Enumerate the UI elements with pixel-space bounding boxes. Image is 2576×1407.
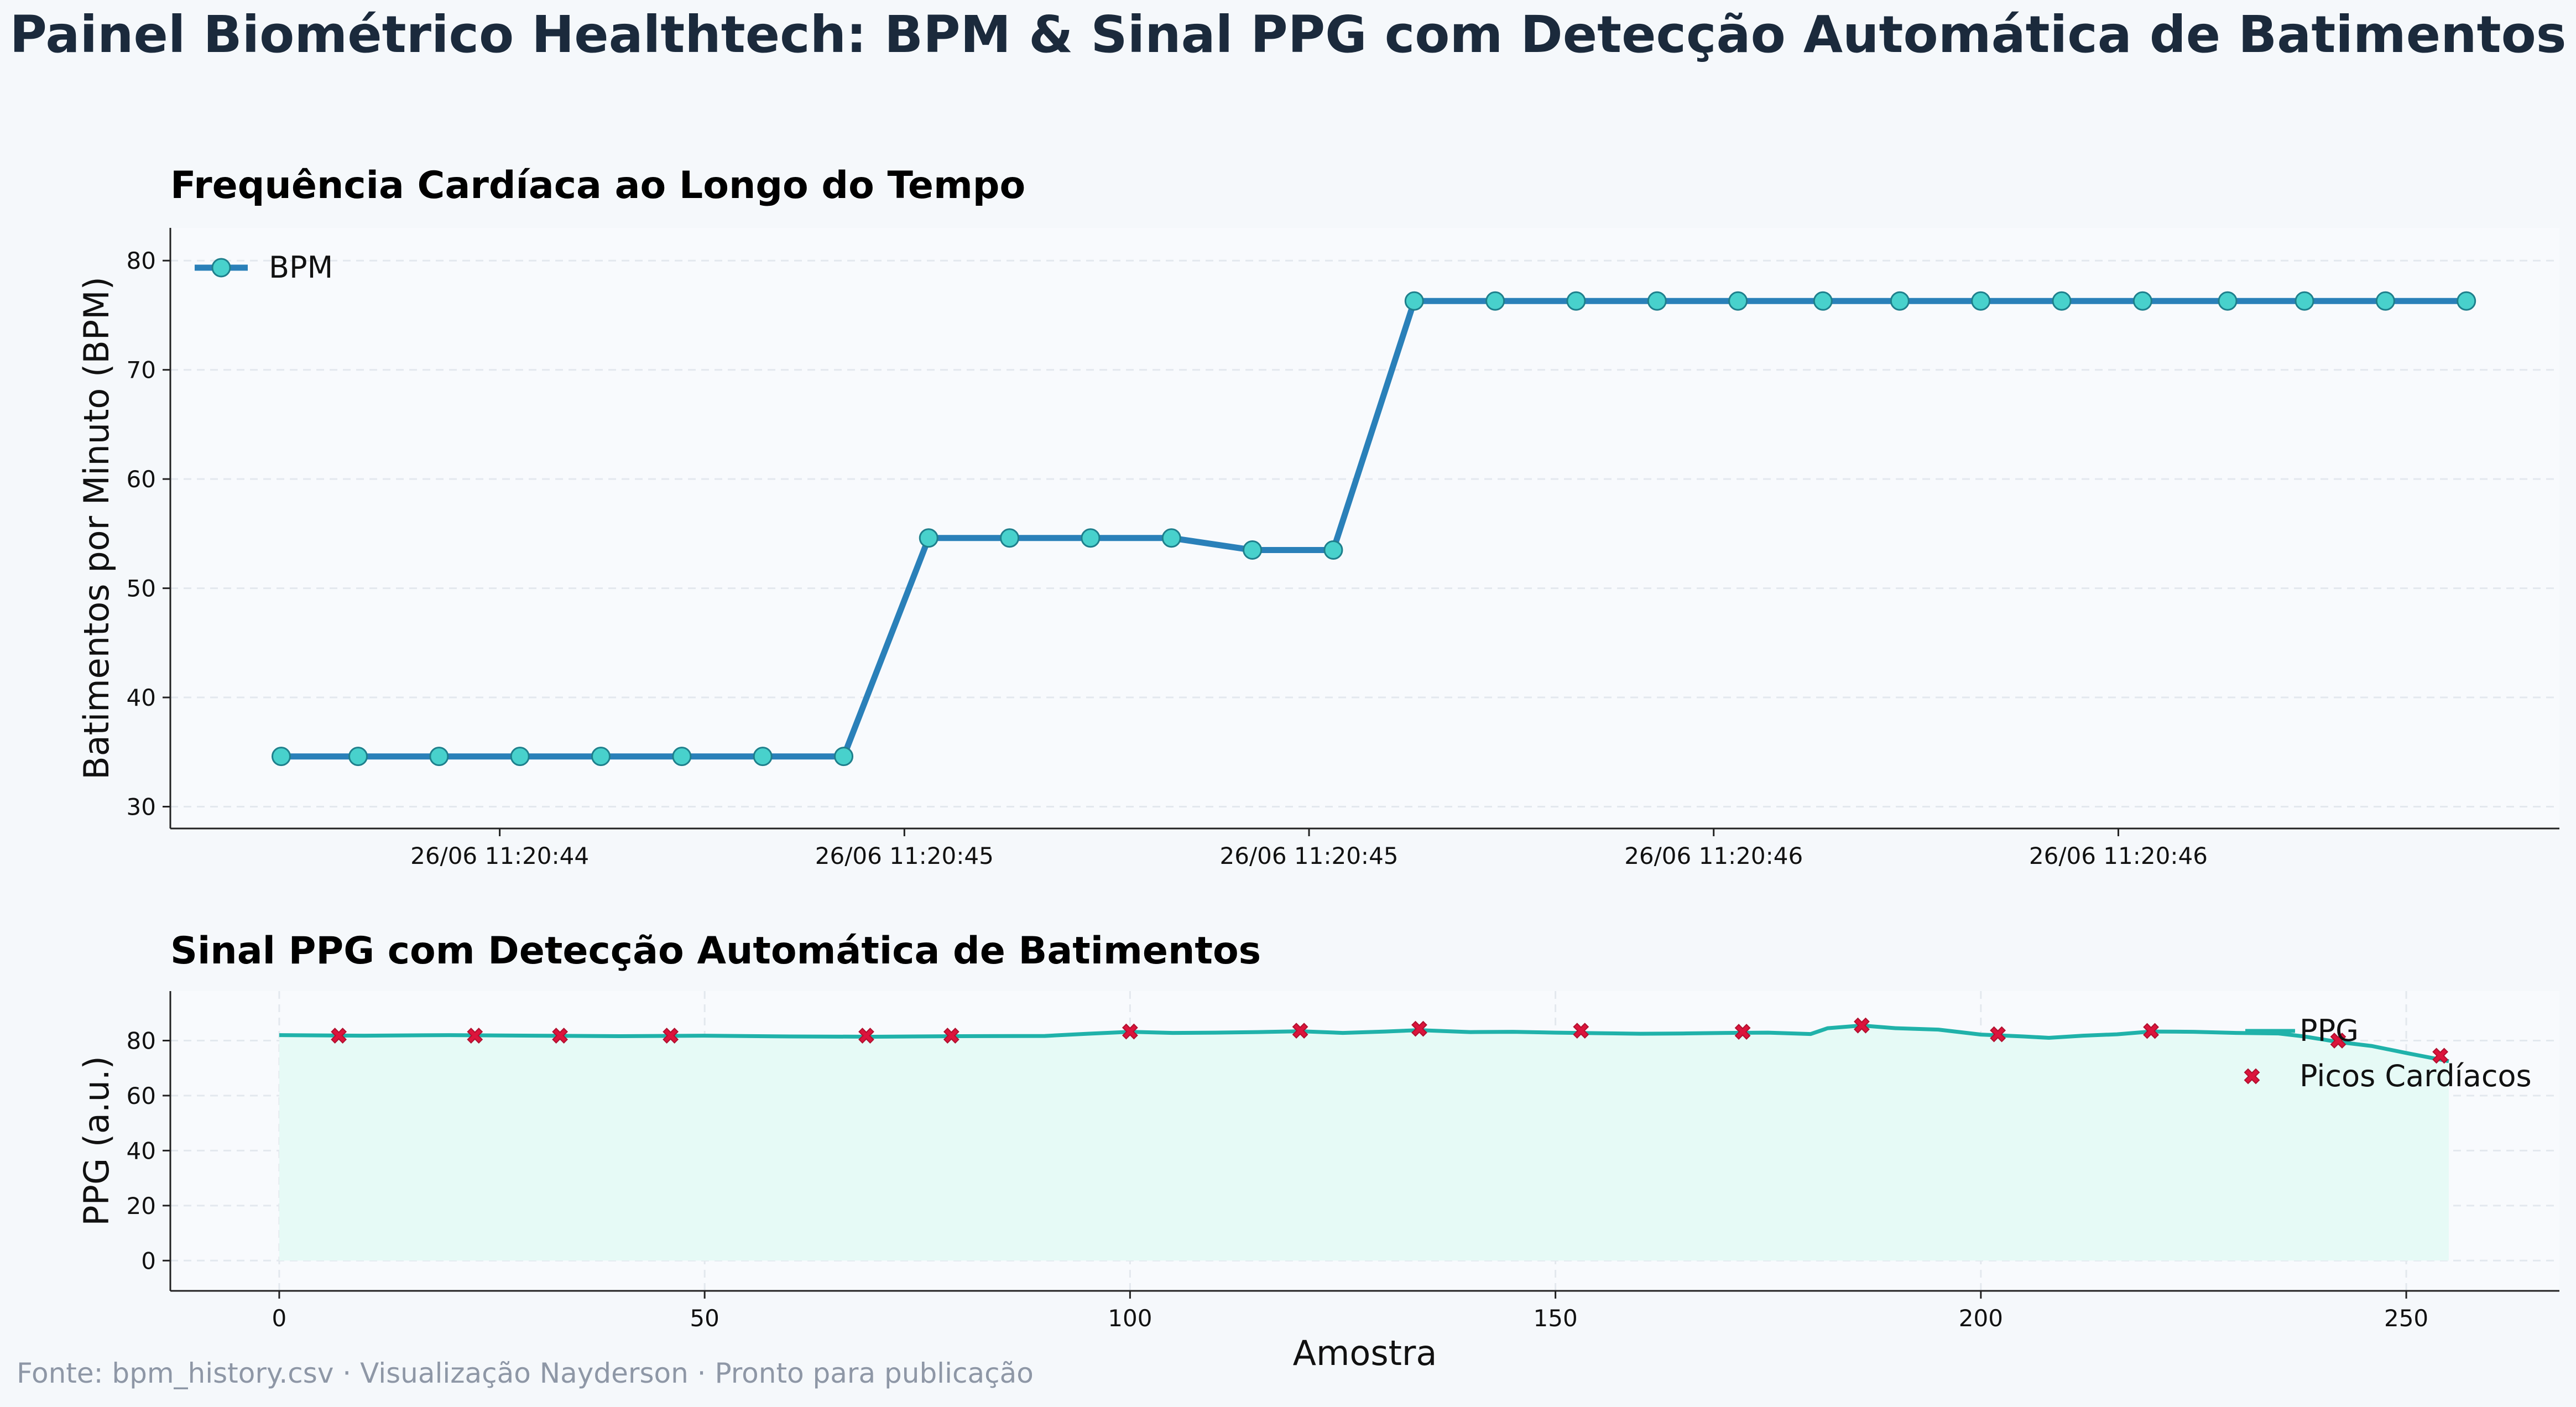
ppg-peak-marker: [2143, 1023, 2159, 1039]
ppg-x-tick-label: 200: [1959, 1305, 2003, 1332]
bpm-point: [1323, 540, 1343, 560]
ppg-peak-marker: [1573, 1023, 1589, 1039]
bpm-point: [348, 747, 368, 767]
bpm-point: [271, 747, 291, 767]
ppg-peak-marker: [1734, 1024, 1751, 1040]
bpm-y-ticks: 30 40 50 60 70 80: [127, 247, 170, 821]
bpm-point: [2052, 291, 2072, 311]
bpm-point: [2295, 291, 2314, 311]
ppg-peak-marker: [552, 1028, 569, 1044]
ppg-y-ticks: 0 20 40 60 80: [127, 1028, 170, 1274]
bpm-y-axis-label: Batimentos por Minuto (BPM): [76, 277, 117, 780]
bpm-x-ticks: 26/06 11:20:44 26/06 11:20:45 26/06 11:20:…: [410, 828, 2208, 869]
bpm-x-tick-label: 26/06 11:20:44: [410, 842, 589, 869]
bpm-y-tick-label: 70: [127, 357, 156, 384]
bpm-point: [510, 747, 530, 767]
bpm-point: [1728, 291, 1748, 311]
bpm-y-tick-label: 80: [127, 247, 156, 274]
bpm-point: [1404, 291, 1424, 311]
ppg-chart-title: Sinal PPG com Detecção Automática de Bat…: [170, 929, 1261, 973]
ppg-x-axis-label: Amostra: [1293, 1333, 1437, 1373]
bpm-point: [1971, 291, 1991, 311]
bpm-point: [2218, 291, 2238, 311]
bpm-point: [919, 528, 938, 548]
bpm-point: [1485, 291, 1505, 311]
bpm-point: [2132, 291, 2152, 311]
bpm-point: [753, 747, 773, 767]
ppg-area-fill: [279, 1025, 2449, 1261]
ppg-chart: 0 20 40 60 80 0 50 100 150 200 250 Sinal PPG com …: [76, 929, 2559, 1373]
bpm-y-tick-label: 60: [127, 466, 156, 493]
peaks-legend-label: Picos Cardíacos: [2299, 1059, 2532, 1093]
bpm-gridlines: [170, 259, 2559, 808]
bpm-axes-background: [170, 228, 2559, 828]
ppg-y-tick-label: 60: [127, 1082, 156, 1109]
bpm-point: [429, 747, 449, 767]
ppg-peak-marker: [1122, 1023, 1138, 1040]
bpm-point: [834, 747, 854, 767]
ppg-peak-marker: [858, 1028, 874, 1044]
ppg-peak-marker: [2432, 1048, 2449, 1064]
ppg-peak-marker: [1854, 1017, 1870, 1034]
ppg-y-tick-label: 20: [127, 1192, 156, 1220]
bpm-series: [271, 291, 2476, 767]
bpm-point: [1647, 291, 1667, 311]
bpm-line: [281, 298, 2467, 760]
ppg-peak-marker: [467, 1028, 483, 1044]
bpm-point: [1081, 528, 1101, 548]
footer-source: Fonte: bpm_history.csv · Visualização Na…: [17, 1357, 1034, 1389]
ppg-legend: PPG Picos Cardíacos: [2244, 1013, 2532, 1093]
bpm-point: [1243, 540, 1263, 560]
ppg-peak-marker: [1292, 1023, 1308, 1039]
bpm-x-tick-label: 26/06 11:20:45: [815, 842, 994, 869]
ppg-peak-marker: [943, 1028, 960, 1044]
bpm-legend-marker: [211, 258, 231, 278]
peaks-legend-marker: [2244, 1068, 2260, 1085]
ppg-y-tick-label: 0: [141, 1247, 156, 1274]
ppg-x-tick-label: 150: [1534, 1305, 1578, 1332]
ppg-peak-marker: [331, 1028, 347, 1044]
bpm-point: [672, 747, 692, 767]
ppg-y-axis-label: PPG (a.u.): [76, 1056, 117, 1226]
bpm-x-tick-label: 26/06 11:20:46: [2029, 842, 2208, 869]
ppg-x-tick-label: 50: [690, 1305, 719, 1332]
bpm-y-tick-label: 40: [127, 684, 156, 711]
bpm-point: [1566, 291, 1586, 311]
bpm-y-tick-label: 50: [127, 575, 156, 602]
ppg-x-tick-label: 250: [2384, 1305, 2428, 1332]
ppg-x-tick-label: 0: [272, 1305, 287, 1332]
bpm-point: [1890, 291, 1910, 311]
bpm-point: [1813, 291, 1833, 311]
ppg-peak-marker: [1990, 1026, 2006, 1043]
bpm-point: [1161, 528, 1181, 548]
bpm-point: [1000, 528, 1020, 548]
ppg-peak-marker: [2330, 1033, 2346, 1049]
figure-title: Painel Biométrico Healthtech: BPM & Sina…: [9, 5, 2566, 64]
ppg-x-ticks: 0 50 100 150 200 250: [272, 1291, 2428, 1332]
bpm-legend-label: BPM: [269, 250, 333, 285]
ppg-y-tick-label: 40: [127, 1137, 156, 1164]
ppg-peak-marker: [663, 1028, 679, 1044]
ppg-peak-marker: [1411, 1020, 1427, 1037]
bpm-y-tick-label: 30: [127, 794, 156, 821]
bpm-chart-title: Frequência Cardíaca ao Longo do Tempo: [170, 164, 1025, 207]
bpm-legend: BPM: [195, 250, 333, 285]
bpm-x-tick-label: 26/06 11:20:45: [1220, 842, 1399, 869]
ppg-series: [279, 1017, 2449, 1261]
ppg-y-tick-label: 80: [127, 1028, 156, 1055]
bpm-axes-spines: [169, 228, 2559, 830]
bpm-x-tick-label: 26/06 11:20:46: [1624, 842, 1803, 869]
ppg-legend-label: PPG: [2299, 1013, 2359, 1048]
ppg-line: [279, 1023, 2449, 1064]
bpm-point: [2375, 291, 2395, 311]
ppg-x-tick-label: 100: [1108, 1305, 1152, 1332]
bpm-point: [591, 747, 611, 767]
bpm-point: [2457, 291, 2476, 311]
